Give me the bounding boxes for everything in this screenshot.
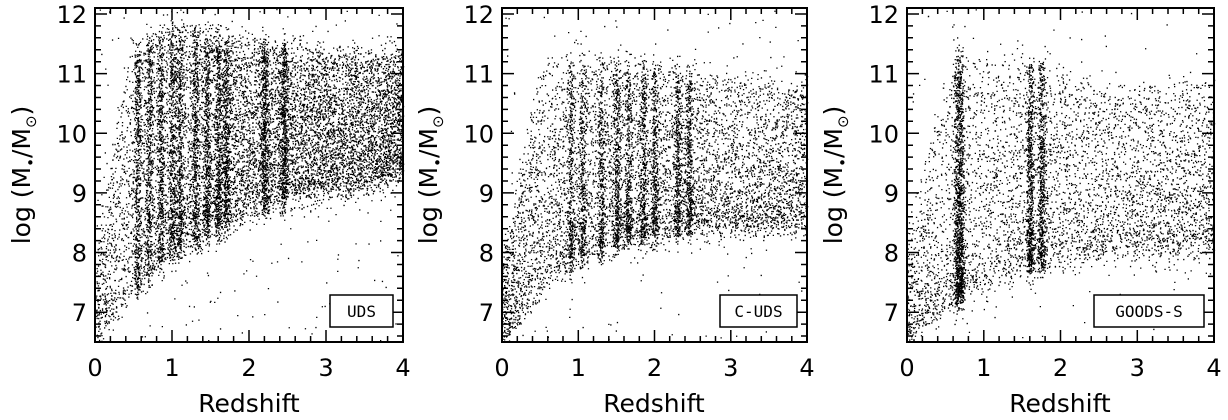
y-axis-label-suffix: ) [414,106,443,116]
legend-box-goods-s [1093,294,1205,328]
y-axis-label-sub: • [22,158,40,167]
y-tick-label: 8 [72,240,87,268]
x-tick-label: 2 [647,354,662,382]
legend-box-uds [329,294,394,328]
scatter-point [95,8,405,343]
legend-box-c-uds [719,294,798,328]
y-tick-label: 10 [868,120,899,148]
x-tick-labels-uds: 0 1 2 3 4 [87,354,410,382]
x-tick-label: 0 [494,354,509,382]
scatter-points-uds [95,8,405,343]
legend-label-uds: UDS [347,302,376,321]
legend-label-goods-s: GOODS-S [1115,302,1182,321]
x-tick-label: 0 [87,354,102,382]
y-tick-labels-uds: 7 8 9 10 11 12 [56,1,87,327]
y-axis-label-prefix: log (M [7,167,36,244]
plot-frame-goods-s [906,7,1215,343]
x-tick-label: 3 [723,354,738,382]
y-tick-label: 11 [868,61,899,89]
y-axis-label-prefix: log (M [414,167,443,244]
y-tick-label: 9 [884,180,899,208]
scatter-points-c-uds [502,10,809,342]
y-tick-label: 9 [479,180,494,208]
x-tick-label: 3 [318,354,333,382]
y-tick-labels-goods-s: 7 8 9 10 11 12 [868,1,899,327]
y-axis-label-mid: /M [414,128,443,158]
y-tick-labels-c-uds: 7 8 9 10 11 12 [463,1,494,327]
y-tick-label: 12 [56,1,87,29]
x-tick-label: 0 [899,354,914,382]
y-tick-label: 7 [72,299,87,327]
y-axis-label-mid: /M [7,128,36,158]
x-tick-label: 3 [1130,354,1145,382]
x-tick-labels-c-uds: 0 1 2 3 4 [494,354,814,382]
y-axis-label-prefix: log (M [819,167,848,244]
legend-c-uds: C-UDS [719,294,798,328]
x-tick-label: 4 [799,354,814,382]
scatter-points-goods-s [907,9,1216,341]
y-axis-label-suffix: ) [7,106,36,116]
y-tick-label: 7 [479,299,494,327]
plot-frame-uds [94,7,404,343]
y-tick-label: 11 [463,61,494,89]
y-axis-label-goods-s: log (M•/M⊙) [819,106,852,245]
x-tick-label: 1 [164,354,179,382]
axis-tick [906,8,1215,342]
scatter-point [907,9,1216,341]
y-axis-label-sub: ⊙ [429,115,447,128]
y-axis-label-suffix: ) [819,106,848,116]
y-tick-label: 12 [463,1,494,29]
y-tick-label: 8 [479,240,494,268]
y-axis-label-uds: log (M•/M⊙) [7,106,40,245]
y-tick-label: 10 [463,120,494,148]
scatter-point [502,10,809,342]
y-axis-label-sub: • [834,158,852,167]
x-axis-label-uds: Redshift [198,389,300,418]
plot-frame-c-uds [501,7,808,343]
y-tick-label: 7 [884,299,899,327]
x-tick-label: 4 [395,354,410,382]
y-axis-label-mid: /M [819,128,848,158]
y-tick-label: 10 [56,120,87,148]
x-tick-label: 4 [1206,354,1221,382]
y-axis-label-sub: • [429,158,447,167]
legend-uds: UDS [329,294,394,328]
y-tick-label: 8 [884,240,899,268]
legend-label-c-uds: C-UDS [734,302,782,321]
x-tick-label: 2 [1053,354,1068,382]
legend-goods-s: GOODS-S [1093,294,1205,328]
y-tick-label: 9 [72,180,87,208]
y-axis-label-sub: ⊙ [22,115,40,128]
y-tick-label: 12 [868,1,899,29]
axis-ticks-goods-s [906,8,1215,342]
y-axis-label-sub: ⊙ [834,115,852,128]
x-axis-label-goods-s: Redshift [1009,389,1111,418]
x-tick-labels-goods-s: 0 1 2 3 4 [899,354,1221,382]
x-tick-label: 2 [241,354,256,382]
x-tick-label: 1 [976,354,991,382]
x-axis-label-c-uds: Redshift [603,389,705,418]
y-axis-label-c-uds: log (M•/M⊙) [414,106,447,245]
x-tick-label: 1 [571,354,586,382]
y-tick-label: 11 [56,61,87,89]
